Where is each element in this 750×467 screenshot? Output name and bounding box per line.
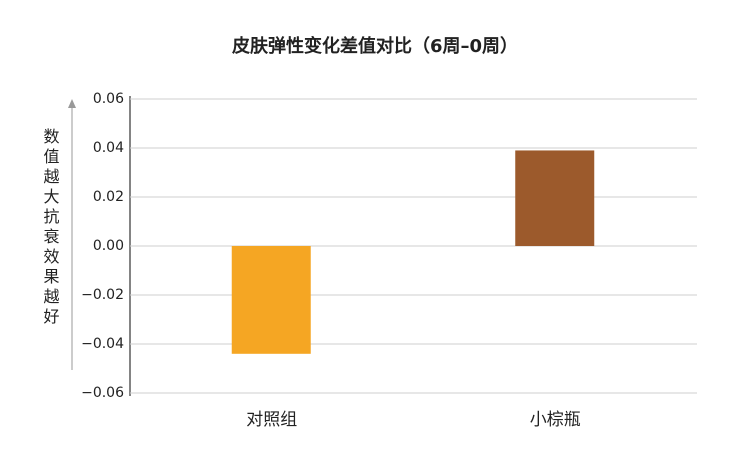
y-tick-label: −0.04: [81, 336, 124, 352]
y-tick-label: −0.06: [81, 385, 124, 401]
chart-title: 皮肤弹性变化差值对比（6周–0周）: [232, 35, 518, 57]
y-tick-label: 0.00: [93, 238, 124, 254]
y-tick-label: −0.02: [81, 287, 124, 303]
x-tick-label: 小棕瓶: [530, 410, 581, 430]
y-tick-label: 0.02: [93, 189, 124, 205]
x-tick-label: 对照组: [246, 410, 297, 430]
y-tick-label: 0.04: [93, 140, 124, 156]
bar: [231, 246, 311, 354]
y-tick-label: 0.06: [93, 91, 124, 107]
y-axis-label: 数值越大抗衰效果越好: [41, 128, 60, 328]
bar: [515, 150, 595, 246]
axis-arrow-head: [68, 99, 76, 108]
